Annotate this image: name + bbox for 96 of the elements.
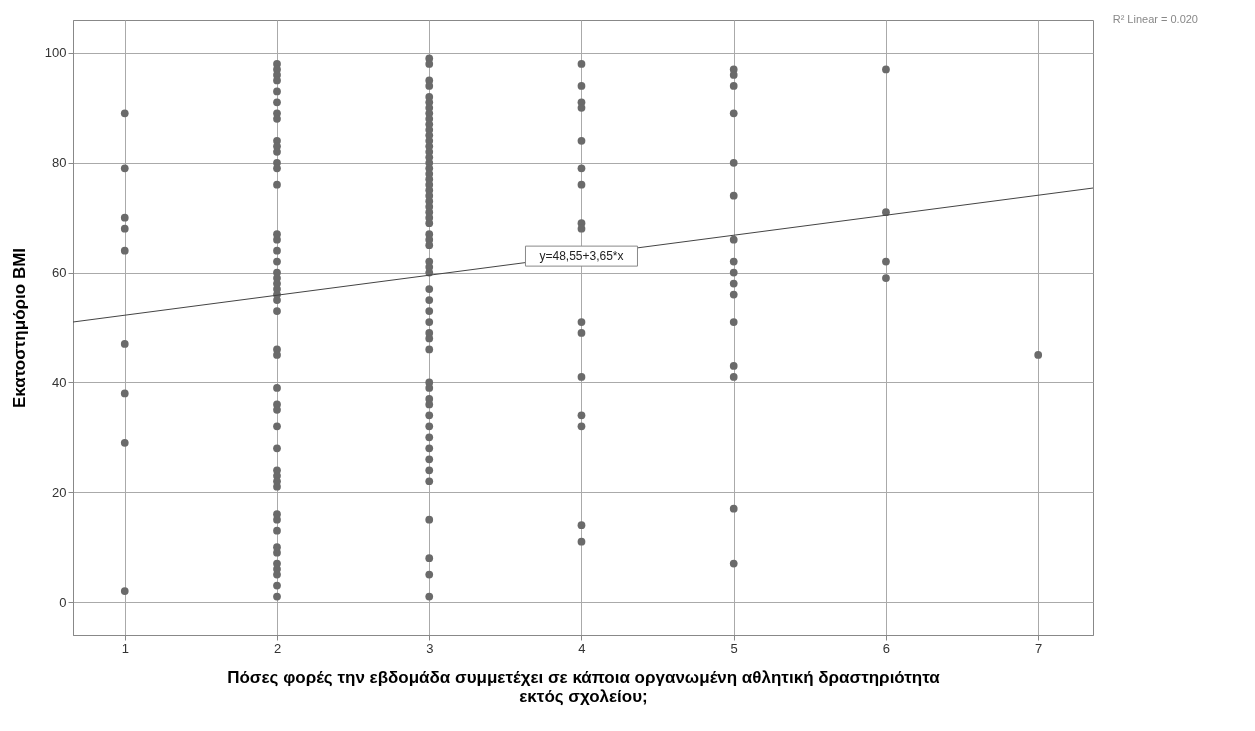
point bbox=[120, 389, 129, 398]
point bbox=[273, 296, 281, 304]
point bbox=[273, 246, 281, 255]
point bbox=[729, 71, 738, 79]
point bbox=[729, 559, 738, 568]
point bbox=[273, 180, 281, 189]
point bbox=[425, 334, 434, 343]
point bbox=[425, 345, 434, 354]
point bbox=[425, 477, 434, 486]
point bbox=[120, 587, 129, 595]
point bbox=[729, 318, 738, 326]
point bbox=[577, 521, 586, 530]
point bbox=[1034, 351, 1043, 359]
point bbox=[729, 82, 738, 90]
x-tick-label: 2 bbox=[273, 640, 282, 656]
point bbox=[425, 241, 434, 249]
point bbox=[577, 82, 586, 90]
annotation: y=48,55+3,65*x bbox=[539, 249, 624, 264]
point bbox=[425, 455, 434, 464]
point bbox=[729, 279, 738, 288]
x-axis-title: Πόσες φορές την εβδομάδα συμμετέχει σε κάποια οργανωμένη αθλητική δραστηριότητα εκτός σχολείου; bbox=[227, 667, 941, 706]
point bbox=[425, 554, 434, 562]
point bbox=[273, 581, 281, 590]
point bbox=[577, 537, 586, 546]
point bbox=[425, 422, 434, 431]
point bbox=[120, 109, 129, 118]
point bbox=[577, 411, 586, 420]
point bbox=[729, 504, 738, 513]
point bbox=[425, 433, 434, 442]
point bbox=[273, 444, 281, 453]
point bbox=[425, 285, 434, 293]
x-tick-label: 6 bbox=[882, 640, 891, 656]
point bbox=[882, 65, 890, 74]
point bbox=[729, 362, 738, 370]
point bbox=[425, 384, 434, 392]
point bbox=[120, 438, 129, 447]
point bbox=[120, 224, 129, 233]
point bbox=[273, 592, 281, 601]
point bbox=[577, 180, 586, 189]
point bbox=[729, 191, 738, 200]
point bbox=[273, 307, 281, 315]
point bbox=[425, 444, 434, 453]
x-tick-label: 3 bbox=[426, 640, 434, 656]
y-tick-label: 60 bbox=[52, 265, 67, 281]
x-tick-label: 5 bbox=[730, 640, 738, 656]
point bbox=[425, 570, 434, 579]
point bbox=[425, 60, 434, 68]
point bbox=[425, 296, 434, 304]
point bbox=[729, 373, 738, 381]
point bbox=[425, 592, 434, 601]
point bbox=[273, 164, 281, 173]
point bbox=[882, 257, 890, 266]
y-tick-label: 40 bbox=[52, 374, 67, 390]
point bbox=[273, 257, 281, 266]
x-tick-label: 7 bbox=[1035, 640, 1043, 656]
point bbox=[577, 136, 586, 145]
point bbox=[425, 515, 434, 524]
point bbox=[729, 158, 738, 167]
point bbox=[729, 235, 738, 244]
point bbox=[577, 318, 586, 326]
point bbox=[273, 351, 281, 359]
point bbox=[577, 60, 586, 68]
text: R² Linear = 0.020 bbox=[1112, 13, 1198, 25]
point bbox=[577, 422, 586, 431]
point bbox=[425, 411, 434, 420]
point bbox=[729, 257, 738, 266]
y-tick-label: 100 bbox=[44, 45, 67, 61]
point bbox=[729, 290, 738, 299]
y-axis-title: Εκατοστημόριο BMI bbox=[9, 247, 29, 409]
y-tick-label: 0 bbox=[59, 594, 67, 610]
point bbox=[120, 340, 129, 348]
point bbox=[273, 98, 281, 107]
x-tick-label: 4 bbox=[578, 640, 586, 656]
point bbox=[273, 422, 281, 431]
point bbox=[729, 268, 738, 277]
x-tick-label: 1 bbox=[121, 640, 129, 656]
y-tick-label: 80 bbox=[52, 155, 67, 171]
point bbox=[577, 164, 586, 173]
point bbox=[425, 82, 434, 90]
point bbox=[273, 406, 281, 414]
point bbox=[273, 384, 281, 392]
point bbox=[729, 109, 738, 118]
point bbox=[273, 526, 281, 535]
point bbox=[425, 318, 434, 326]
point bbox=[882, 274, 890, 282]
point bbox=[577, 329, 586, 337]
point bbox=[577, 373, 586, 381]
point bbox=[425, 466, 434, 475]
point bbox=[273, 87, 281, 96]
point bbox=[120, 246, 129, 255]
point bbox=[425, 219, 434, 228]
point bbox=[120, 213, 129, 222]
point bbox=[425, 400, 434, 409]
y-tick-label: 20 bbox=[52, 484, 67, 500]
point bbox=[425, 307, 434, 315]
point bbox=[120, 164, 129, 173]
